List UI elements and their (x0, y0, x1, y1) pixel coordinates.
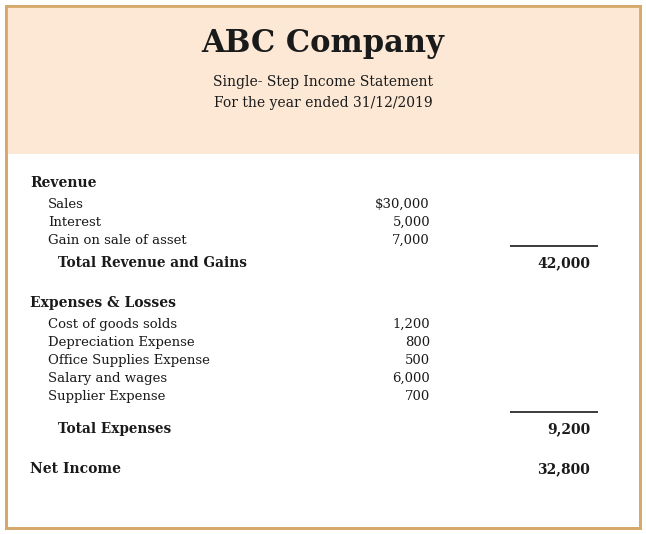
Text: Single- Step Income Statement: Single- Step Income Statement (213, 75, 433, 89)
Text: Revenue: Revenue (30, 176, 96, 190)
Text: ABC Company: ABC Company (202, 28, 444, 59)
Text: 42,000: 42,000 (537, 256, 590, 270)
Bar (6, 6, 640, 154)
Text: Interest: Interest (48, 216, 101, 229)
Text: Total Revenue and Gains: Total Revenue and Gains (58, 256, 247, 270)
Text: 700: 700 (405, 390, 430, 403)
Text: 7,000: 7,000 (392, 234, 430, 247)
Text: Gain on sale of asset: Gain on sale of asset (48, 234, 187, 247)
Text: 500: 500 (405, 354, 430, 367)
Text: 800: 800 (405, 336, 430, 349)
Text: Cost of goods solds: Cost of goods solds (48, 318, 177, 331)
Text: $30,000: $30,000 (375, 198, 430, 211)
Text: Depreciation Expense: Depreciation Expense (48, 336, 194, 349)
Text: 32,800: 32,800 (537, 462, 590, 476)
Text: 1,200: 1,200 (392, 318, 430, 331)
Text: 5,000: 5,000 (392, 216, 430, 229)
Text: Total Expenses: Total Expenses (58, 422, 171, 436)
Text: Net Income: Net Income (30, 462, 121, 476)
Text: For the year ended 31/12/2019: For the year ended 31/12/2019 (214, 96, 432, 110)
Text: Supplier Expense: Supplier Expense (48, 390, 165, 403)
Text: 9,200: 9,200 (547, 422, 590, 436)
Text: Salary and wages: Salary and wages (48, 372, 167, 385)
Text: Sales: Sales (48, 198, 84, 211)
Text: 6,000: 6,000 (392, 372, 430, 385)
Text: Office Supplies Expense: Office Supplies Expense (48, 354, 210, 367)
FancyBboxPatch shape (6, 6, 640, 528)
Text: Expenses & Losses: Expenses & Losses (30, 296, 176, 310)
